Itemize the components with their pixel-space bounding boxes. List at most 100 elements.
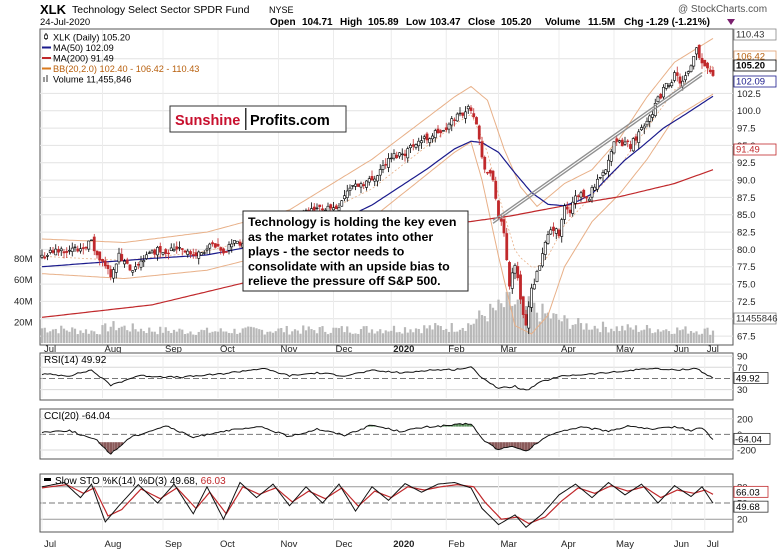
legend-candle-body bbox=[44, 34, 48, 39]
candle-up bbox=[642, 125, 646, 129]
volume-bar bbox=[296, 330, 299, 343]
volume-bar bbox=[467, 323, 470, 343]
volume-bar bbox=[156, 334, 159, 343]
sto-k-line bbox=[41, 481, 714, 528]
candle-up bbox=[147, 252, 151, 254]
cci-tag-label: -64.04 bbox=[735, 434, 762, 445]
candle-up bbox=[340, 200, 344, 207]
candle-up bbox=[420, 140, 423, 144]
candle-up bbox=[378, 169, 382, 176]
candle-down bbox=[486, 172, 489, 174]
volume-bar bbox=[434, 323, 437, 343]
candle-up bbox=[543, 242, 547, 255]
cci-axis: -2000200-64.04 bbox=[733, 414, 771, 456]
volume-bar bbox=[181, 329, 184, 343]
candle-up bbox=[400, 153, 404, 156]
volume-bar bbox=[461, 327, 464, 343]
candle-down bbox=[194, 252, 198, 256]
volume-bar bbox=[365, 326, 368, 343]
volume-bar bbox=[340, 326, 343, 343]
candle-up bbox=[139, 260, 143, 268]
volume-bar bbox=[222, 331, 225, 343]
candle-up bbox=[667, 85, 671, 87]
candle-up bbox=[417, 140, 421, 147]
candle-up bbox=[670, 82, 674, 87]
annotation-line: relieve the pressure off S&P 500. bbox=[248, 274, 441, 288]
candle-down bbox=[678, 76, 682, 84]
open-value: 104.71 bbox=[302, 17, 333, 28]
volume-bar bbox=[387, 331, 390, 343]
candle-down bbox=[565, 206, 569, 210]
candle-up bbox=[205, 248, 209, 251]
cci-tag-box bbox=[733, 432, 771, 445]
price-tick-label: 80.0 bbox=[737, 245, 756, 256]
candle-down bbox=[370, 176, 374, 181]
volume-bar bbox=[626, 324, 629, 343]
candle-up bbox=[40, 254, 44, 258]
candle-up bbox=[337, 207, 341, 211]
legend-label: Volume 11,455,846 bbox=[53, 75, 132, 85]
candle-up bbox=[442, 130, 445, 132]
volume-bar bbox=[227, 332, 231, 343]
candle-down bbox=[620, 139, 624, 147]
chart-header: XLK Technology Select Sector SPDR Fund N… bbox=[40, 2, 767, 28]
volume-bar bbox=[549, 318, 552, 343]
candle-up bbox=[447, 123, 451, 130]
volume-bar bbox=[582, 329, 585, 343]
volume-bar bbox=[120, 326, 123, 343]
volume-bar bbox=[612, 331, 616, 343]
candle-up bbox=[422, 136, 426, 139]
candle-up bbox=[695, 47, 698, 55]
candle-down bbox=[585, 196, 588, 199]
volume-bar bbox=[447, 331, 451, 343]
volume-bar bbox=[313, 330, 316, 343]
price-tick-label: 87.5 bbox=[737, 193, 756, 204]
volume-bar bbox=[684, 326, 687, 343]
candle-up bbox=[348, 187, 352, 191]
candle-up bbox=[381, 165, 385, 170]
candle-down bbox=[224, 251, 228, 253]
candle-down bbox=[222, 248, 225, 254]
volume-bar bbox=[458, 329, 462, 343]
candle-up bbox=[464, 111, 467, 119]
price-tick-label: 72.5 bbox=[737, 297, 756, 308]
candle-up bbox=[114, 263, 118, 273]
candle-down bbox=[62, 251, 66, 254]
candle-down bbox=[524, 314, 528, 326]
candle-down bbox=[76, 248, 80, 252]
volume-bar bbox=[90, 330, 93, 343]
candle-down bbox=[582, 189, 586, 198]
candle-up bbox=[387, 158, 390, 168]
candle-up bbox=[343, 195, 346, 200]
price-tag-box bbox=[733, 75, 777, 88]
volume-bar bbox=[403, 327, 407, 343]
volume-bar bbox=[354, 333, 357, 343]
volume-bar bbox=[560, 321, 563, 343]
brand-box: Sunshine Profits.com bbox=[169, 105, 347, 133]
volume-bar bbox=[46, 332, 49, 343]
price-tick-label: 100.0 bbox=[737, 106, 761, 117]
candle-up bbox=[112, 269, 115, 279]
volume-bar bbox=[101, 325, 104, 343]
volume-bar bbox=[464, 330, 467, 343]
candle-up bbox=[406, 148, 410, 159]
candle-down bbox=[334, 205, 338, 210]
volume-bar bbox=[645, 324, 649, 343]
candle-down bbox=[106, 265, 110, 269]
volume-bar bbox=[285, 325, 288, 343]
open-label: Open bbox=[270, 17, 296, 28]
candle-down bbox=[167, 252, 170, 255]
volume-bar bbox=[431, 329, 434, 343]
volume-bar bbox=[128, 331, 132, 343]
candle-down bbox=[557, 229, 561, 237]
annotation-text: Technology is holding the key even as the… bbox=[248, 215, 456, 288]
volume-bar bbox=[82, 332, 85, 343]
candle-up bbox=[142, 260, 146, 263]
volume-bar bbox=[71, 327, 74, 343]
date-label: 24-Jul-2020 bbox=[40, 17, 90, 28]
volume-bar bbox=[423, 325, 426, 343]
volume-bar bbox=[172, 329, 176, 343]
volume-bar bbox=[709, 334, 712, 343]
candle-up bbox=[208, 243, 212, 249]
